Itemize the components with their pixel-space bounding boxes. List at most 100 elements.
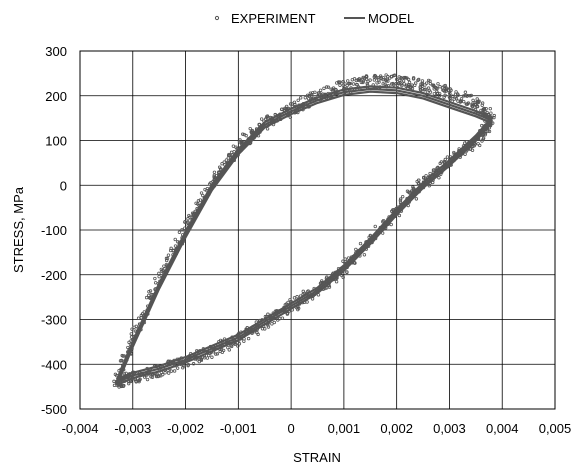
experiment-point (177, 230, 182, 234)
experiment-point (480, 101, 485, 105)
experiment-point (443, 89, 447, 94)
experiment-point (411, 76, 416, 80)
experiment-point (224, 158, 229, 162)
experiment-point (341, 80, 345, 84)
experiment-point (361, 75, 365, 80)
x-tick-label: -0,003 (114, 421, 151, 436)
experiment-point (226, 345, 230, 350)
experiment-point (357, 77, 362, 81)
experiment-point (157, 271, 161, 276)
y-tick-label: 300 (45, 44, 67, 59)
legend-label-experiment: EXPERIMENT (231, 11, 316, 26)
x-tick-label: 0,004 (486, 421, 519, 436)
experiment-point (303, 96, 308, 100)
experiment-point (435, 86, 439, 91)
experiment-point (475, 97, 479, 101)
y-tick-label: -300 (41, 313, 67, 328)
experiment-point (317, 91, 321, 95)
experiment-point (381, 82, 385, 86)
experiment-point (248, 126, 252, 131)
experiment-point (215, 352, 220, 356)
experiment-point (354, 247, 358, 252)
experiment-point (265, 127, 270, 131)
experiment-point (397, 75, 401, 79)
experiment-point (210, 355, 214, 359)
experiment-point (305, 93, 310, 97)
experiment-point (277, 316, 282, 321)
y-tick-labels: 300 200 100 0 -100 -200 -300 -400 -500 (41, 44, 67, 417)
experiment-point (400, 194, 405, 199)
experiment-point (190, 211, 195, 215)
experiment-point (182, 363, 187, 368)
experiment-point (395, 77, 399, 82)
experiment-point (475, 100, 479, 104)
experiment-point (431, 168, 436, 172)
experiment-point (414, 197, 419, 201)
experiment-point (334, 280, 339, 284)
experiment-point (157, 274, 161, 279)
experiment-point (454, 96, 459, 101)
experiment-point (197, 359, 201, 364)
y-tick-label: -400 (41, 357, 67, 372)
experiment-point (347, 81, 351, 86)
experiment-point (160, 269, 164, 274)
experiment-point (437, 94, 442, 98)
experiment-point (260, 327, 265, 331)
experiment-point (374, 76, 378, 80)
experiment-point (489, 111, 493, 115)
experiment-point (284, 106, 289, 111)
experiment-point (398, 80, 402, 85)
experiment-point (341, 275, 345, 280)
x-tick-label: 0,003 (433, 421, 466, 436)
x-tick-labels: -0,004 -0,003 -0,002 -0,001 0 0,001 0,002 0,003… (62, 421, 572, 436)
x-tick-label: -0,001 (220, 421, 257, 436)
experiment-point (230, 344, 234, 349)
experiment-point (147, 293, 151, 298)
experiment-point (445, 155, 450, 159)
experiment-point (186, 217, 190, 221)
experiment-point (413, 81, 418, 85)
experiment-point (397, 213, 402, 218)
experiment-point (169, 369, 174, 373)
experiment-point (391, 73, 396, 78)
experiment-point (438, 85, 442, 89)
experiment-point (443, 83, 447, 88)
legend-marker-experiment (214, 15, 220, 21)
experiment-point (149, 292, 154, 297)
experiment-point (250, 128, 255, 133)
experiment-point (398, 78, 402, 83)
experiment-point (325, 85, 329, 89)
y-tick-label: 100 (45, 134, 67, 149)
experiment-point (242, 339, 246, 343)
experiment-point (343, 257, 347, 261)
experiment-point (284, 104, 289, 109)
experiment-point (196, 199, 201, 203)
experiment-point (401, 79, 406, 83)
experiment-point (279, 107, 284, 112)
experiment-point (442, 159, 447, 164)
experiment-point (384, 79, 389, 83)
experiment-point (462, 94, 466, 98)
experiment-point (427, 184, 431, 188)
experiment-point (477, 100, 481, 104)
experiment-point (219, 167, 223, 171)
experiment-point (437, 176, 441, 180)
experiment-point (153, 281, 158, 285)
experiment-point (112, 379, 116, 384)
experiment-point (165, 256, 170, 261)
experiment-point (361, 79, 366, 83)
experiment-point (406, 77, 411, 82)
experiment-point (259, 117, 264, 121)
experiment-point (463, 94, 467, 98)
experiment-point (438, 161, 442, 166)
experiment-point (488, 106, 492, 111)
experiment-point (194, 201, 198, 205)
experiment-point (428, 90, 433, 94)
experiment-point (428, 171, 432, 176)
y-axis-title: STRESS, MPa (11, 186, 26, 273)
x-tick-label: 0 (287, 421, 294, 436)
experiment-point (130, 327, 134, 331)
experiment-point (227, 348, 231, 352)
y-tick-label: -100 (41, 223, 67, 238)
experiment-point (181, 366, 185, 370)
